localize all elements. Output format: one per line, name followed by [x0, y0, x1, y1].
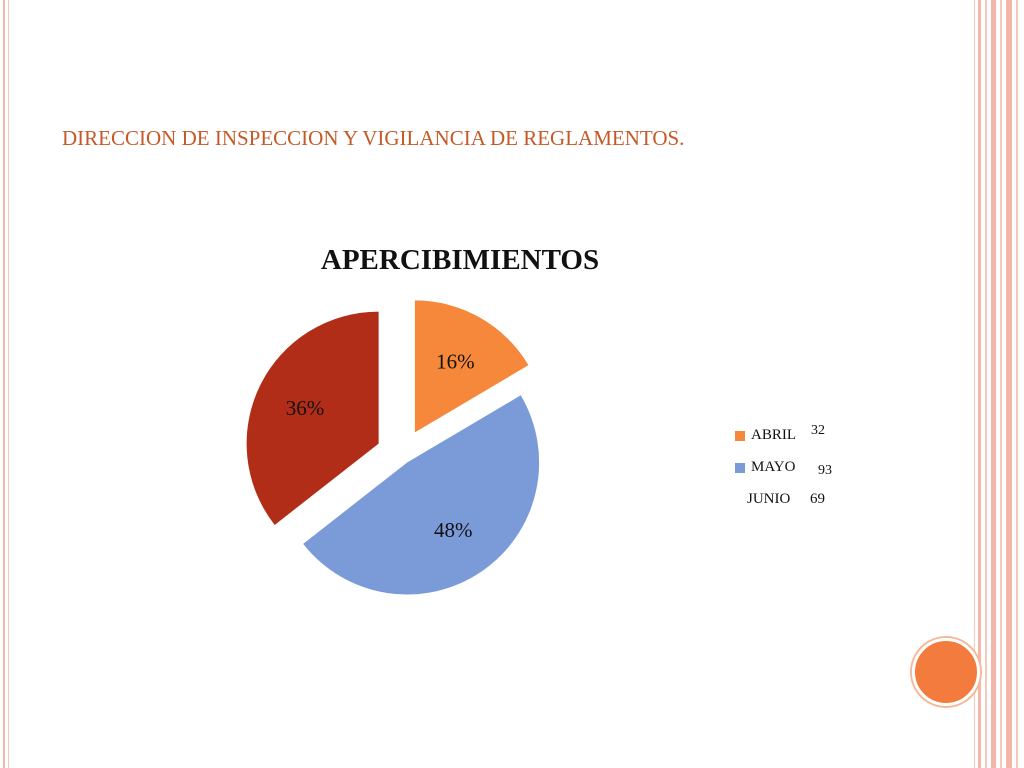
decorative-circle [912, 638, 980, 706]
legend-value-junio: 69 [810, 491, 825, 507]
right-frame-decoration [972, 0, 1024, 768]
legend-value-abril: 32 [811, 423, 825, 438]
pie-label-junio: 36% [286, 396, 325, 420]
pie-label-abril: 16% [436, 349, 475, 373]
legend-label-junio: JUNIO [747, 491, 791, 507]
legend-label-mayo: MAYO [751, 459, 796, 475]
pie-label-mayo: 48% [434, 518, 473, 542]
slide-title: DIRECCION DE INSPECCION Y VIGILANCIA DE … [62, 126, 685, 150]
legend-value-mayo: 93 [818, 463, 832, 478]
legend-swatch-abril [735, 431, 745, 441]
pie-slice-mayo [303, 395, 540, 595]
pie-slice-junio [246, 311, 379, 525]
chart-title: APERCIBIMIENTOS [320, 244, 600, 276]
legend-swatch-mayo [735, 463, 745, 473]
pie-slice-abril [414, 300, 529, 433]
legend-label-abril: ABRIL [751, 427, 796, 443]
left-frame-decoration [0, 0, 12, 768]
